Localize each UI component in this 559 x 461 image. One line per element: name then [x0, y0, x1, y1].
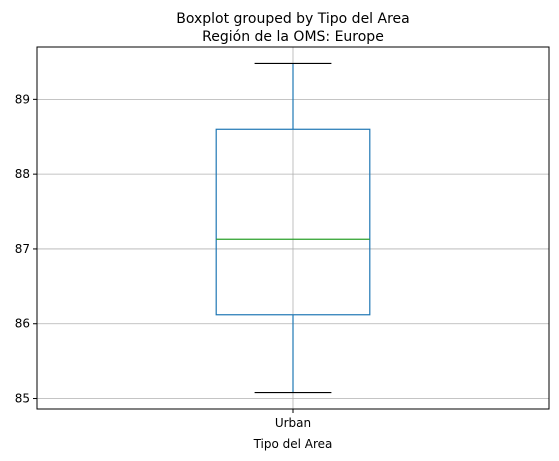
x-tick-label: Urban: [275, 416, 311, 430]
y-tick-label: 86: [15, 317, 30, 331]
tick-layer: 85 86 87 88 89 Urban: [15, 92, 311, 430]
iqr-box: [215, 128, 371, 316]
x-axis-label: Tipo del Area: [253, 437, 333, 451]
chart-suptitle: Boxplot grouped by Tipo del Area: [176, 11, 410, 27]
y-tick-label: 89: [15, 92, 30, 106]
box-layer: [215, 62, 371, 394]
y-tick-label: 87: [15, 242, 30, 256]
y-tick-label: 88: [15, 167, 30, 181]
chart-title: Región de la OMS: Europe: [202, 29, 384, 45]
y-tick-label: 85: [15, 392, 30, 406]
